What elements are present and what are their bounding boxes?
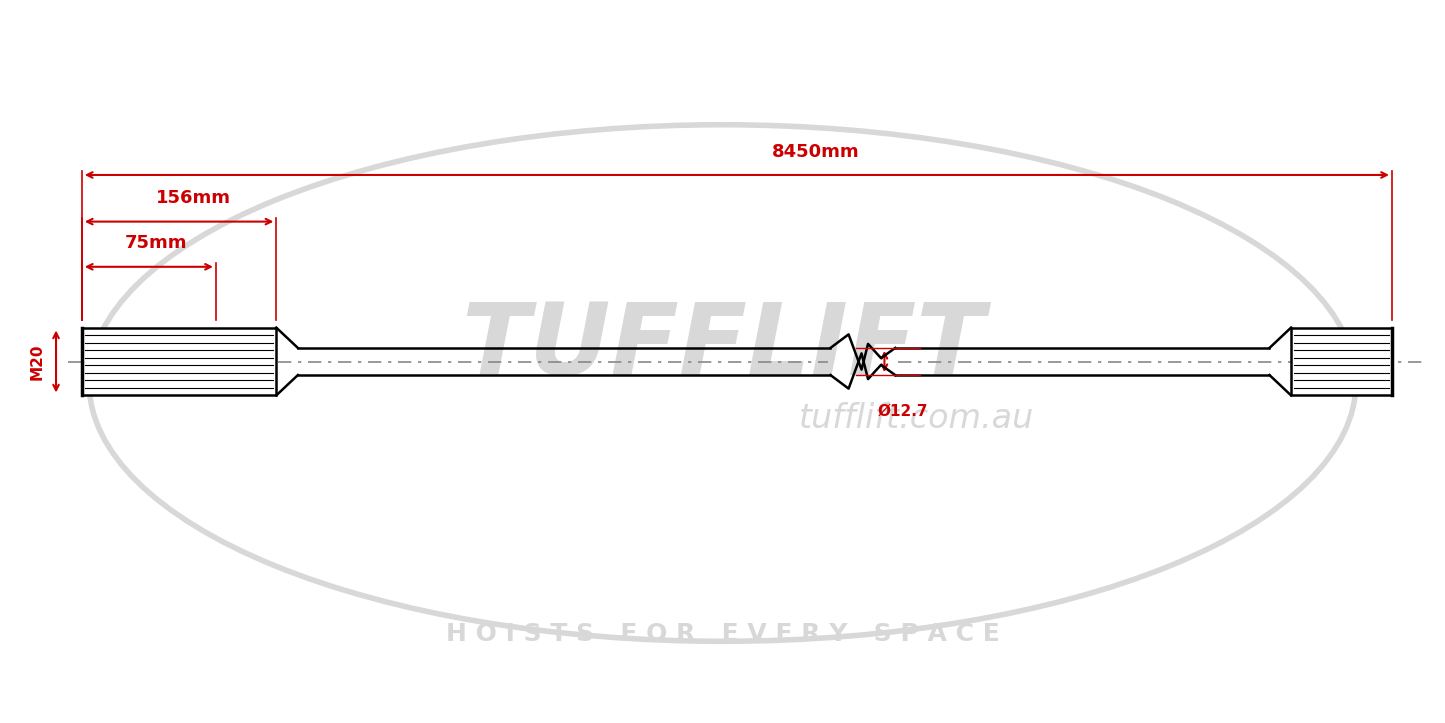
Text: tufflift.com.au: tufflift.com.au xyxy=(799,403,1035,435)
Text: TUFFLIFT: TUFFLIFT xyxy=(461,299,984,395)
FancyBboxPatch shape xyxy=(82,328,276,395)
FancyBboxPatch shape xyxy=(1290,328,1392,395)
Text: H O I S T S   F O R   E V E R Y   S P A C E: H O I S T S F O R E V E R Y S P A C E xyxy=(445,622,1000,646)
Text: M20: M20 xyxy=(29,343,45,380)
Text: Ø12.7: Ø12.7 xyxy=(877,403,928,419)
Text: 8450mm: 8450mm xyxy=(772,142,860,161)
Text: 75mm: 75mm xyxy=(124,234,188,252)
Text: 156mm: 156mm xyxy=(156,189,231,208)
